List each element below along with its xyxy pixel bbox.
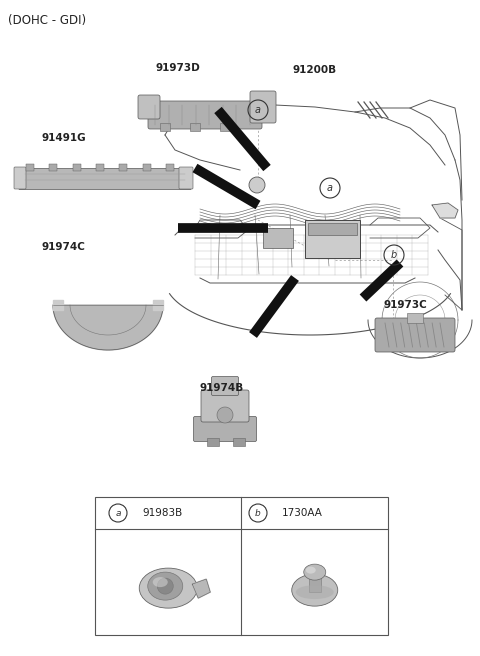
FancyBboxPatch shape [14, 167, 26, 189]
Circle shape [217, 407, 233, 423]
Bar [407, 313, 423, 323]
Bar [120, 164, 127, 171]
Ellipse shape [296, 585, 334, 599]
Bar [72, 164, 81, 171]
Polygon shape [192, 579, 210, 598]
Ellipse shape [153, 577, 168, 587]
Text: a: a [255, 105, 261, 115]
FancyBboxPatch shape [179, 167, 193, 189]
Ellipse shape [139, 568, 197, 608]
Bar [95, 497, 388, 635]
Text: 91973D: 91973D [156, 63, 200, 73]
Text: 91974B: 91974B [200, 383, 244, 393]
Text: 91200B: 91200B [293, 65, 337, 75]
Polygon shape [53, 305, 163, 350]
Circle shape [157, 578, 173, 594]
Bar [309, 568, 321, 592]
Bar [305, 220, 360, 258]
Bar [143, 164, 151, 171]
Bar [96, 164, 104, 171]
FancyBboxPatch shape [250, 91, 276, 123]
Bar [190, 123, 200, 131]
FancyBboxPatch shape [19, 169, 192, 190]
Text: 91974C: 91974C [42, 242, 86, 252]
Ellipse shape [306, 567, 316, 573]
Text: 1730AA: 1730AA [282, 508, 323, 518]
Bar [26, 164, 34, 171]
Text: b: b [255, 508, 261, 518]
FancyBboxPatch shape [193, 417, 256, 441]
Polygon shape [53, 300, 63, 310]
FancyBboxPatch shape [138, 95, 160, 119]
Ellipse shape [292, 574, 338, 606]
FancyBboxPatch shape [212, 377, 239, 396]
Polygon shape [153, 300, 163, 310]
Bar [308, 223, 357, 235]
Text: a: a [115, 508, 121, 518]
Text: a: a [327, 183, 333, 193]
Bar [233, 438, 245, 446]
Bar [207, 438, 219, 446]
Polygon shape [432, 203, 458, 218]
FancyBboxPatch shape [375, 318, 455, 352]
Bar [263, 228, 293, 248]
Ellipse shape [304, 564, 326, 580]
Circle shape [249, 177, 265, 193]
Bar [49, 164, 57, 171]
FancyBboxPatch shape [201, 390, 249, 422]
Text: 91491G: 91491G [42, 133, 86, 143]
FancyBboxPatch shape [148, 101, 262, 129]
Text: (DOHC - GDI): (DOHC - GDI) [8, 14, 86, 27]
Ellipse shape [148, 572, 183, 600]
Bar [220, 123, 230, 131]
Text: 91983B: 91983B [142, 508, 182, 518]
Bar [160, 123, 170, 131]
Bar [166, 164, 174, 171]
Text: 91973C: 91973C [384, 300, 428, 310]
Text: b: b [391, 250, 397, 260]
